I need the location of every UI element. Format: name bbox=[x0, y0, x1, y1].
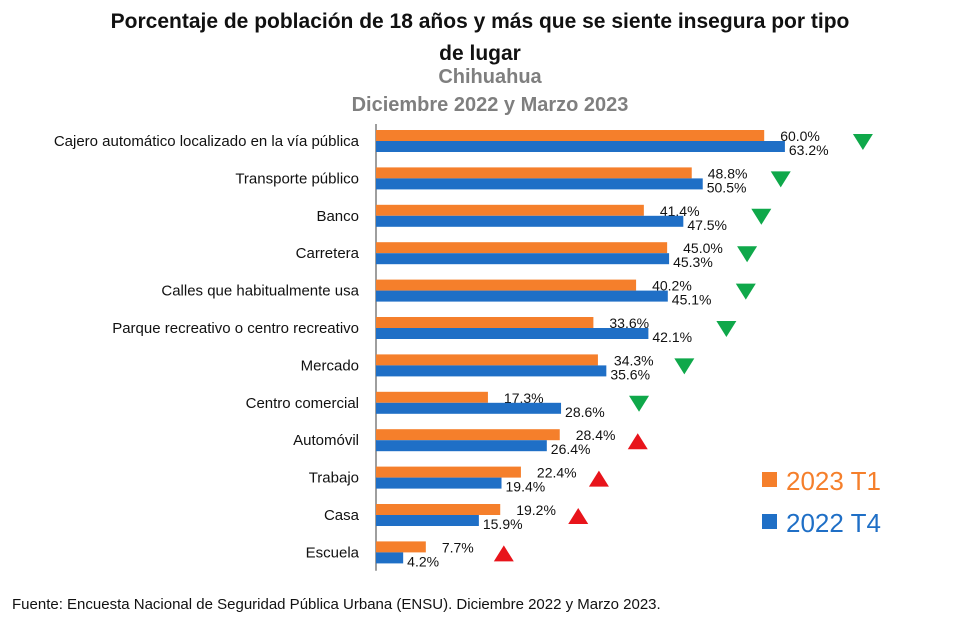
bar-2022-t4 bbox=[376, 141, 785, 152]
bar-2023-t1 bbox=[376, 541, 426, 553]
bar-2023-t1 bbox=[376, 279, 637, 291]
bar-2022-t4 bbox=[376, 290, 668, 302]
category-label: Centro comercial bbox=[246, 395, 359, 412]
data-label-2023-t1: 40.2% bbox=[652, 278, 692, 294]
category-label: Banco bbox=[316, 208, 359, 225]
data-label-2023-t1: 22.4% bbox=[537, 465, 577, 481]
bar-2023-t1 bbox=[376, 317, 594, 328]
bar-2022-t4 bbox=[376, 215, 684, 227]
data-label-2022-t4: 50.5% bbox=[707, 179, 747, 195]
bar-2023-t1 bbox=[376, 429, 560, 441]
decrease-triangle-icon bbox=[735, 283, 756, 300]
data-label-2023-t1: 33.6% bbox=[609, 315, 649, 331]
category-label: Transporte público bbox=[235, 170, 359, 187]
chart-subtitle-region: Chihuahua bbox=[438, 66, 542, 88]
bar-2023-t1 bbox=[376, 204, 644, 216]
data-label-2022-t4: 63.2% bbox=[789, 142, 829, 158]
category-label: Cajero automático localizado en la vía p… bbox=[54, 133, 360, 150]
data-label-2023-t1: 41.4% bbox=[660, 203, 700, 219]
bar-2022-t4 bbox=[376, 515, 479, 526]
data-label-2023-t1: 28.4% bbox=[576, 427, 616, 443]
decrease-triangle-icon bbox=[674, 358, 695, 375]
legend-swatch bbox=[762, 472, 777, 487]
bar-2022-t4 bbox=[376, 178, 703, 190]
bar-2023-t1 bbox=[376, 130, 765, 141]
increase-triangle-icon bbox=[588, 470, 609, 487]
decrease-triangle-icon bbox=[770, 171, 791, 188]
bar-2022-t4 bbox=[376, 552, 404, 564]
data-label-2022-t4: 45.1% bbox=[672, 292, 712, 308]
category-label: Automóvil bbox=[293, 432, 359, 449]
chart-title: Porcentaje de población de 18 años y más… bbox=[110, 10, 850, 65]
data-label-2023-t1: 45.0% bbox=[683, 240, 723, 256]
bar-2023-t1 bbox=[376, 504, 501, 515]
bar-2023-t1 bbox=[376, 354, 598, 366]
data-label-2022-t4: 42.1% bbox=[652, 329, 692, 345]
decrease-triangle-icon bbox=[716, 321, 737, 337]
legend-label: 2022 T4 bbox=[786, 508, 881, 538]
legend: 2023 T1 2022 T4 bbox=[762, 466, 881, 538]
chart-subtitle-period: Diciembre 2022 y Marzo 2023 bbox=[351, 94, 629, 116]
bar-2022-t4 bbox=[376, 328, 649, 339]
decrease-triangle-icon bbox=[737, 246, 758, 263]
bar-2022-t4 bbox=[376, 402, 562, 414]
data-label-2023-t1: 7.7% bbox=[442, 539, 474, 555]
data-label-2022-t4: 35.6% bbox=[610, 366, 650, 382]
increase-triangle-icon bbox=[568, 508, 589, 524]
increase-triangle-icon bbox=[627, 433, 648, 450]
data-label-2022-t4: 45.3% bbox=[673, 254, 713, 270]
category-label: Trabajo bbox=[309, 470, 359, 487]
category-label: Calles que habitualmente usa bbox=[161, 283, 359, 300]
category-label: Casa bbox=[324, 507, 360, 524]
data-label-2023-t1: 17.3% bbox=[504, 390, 544, 406]
data-label-2022-t4: 19.4% bbox=[506, 479, 546, 495]
data-label-2023-t1: 19.2% bbox=[516, 502, 556, 518]
data-label-2022-t4: 4.2% bbox=[407, 553, 439, 569]
category-label: Escuela bbox=[306, 544, 360, 561]
category-label: Carretera bbox=[296, 245, 360, 262]
source-footnote: Fuente: Encuesta Nacional de Seguridad P… bbox=[12, 596, 661, 613]
bar-2023-t1 bbox=[376, 167, 692, 179]
data-label-2022-t4: 15.9% bbox=[483, 516, 523, 532]
data-label-2022-t4: 47.5% bbox=[687, 217, 727, 233]
legend-swatch bbox=[762, 514, 777, 529]
decrease-triangle-icon bbox=[852, 134, 873, 150]
bar-2022-t4 bbox=[376, 440, 547, 452]
bar-2022-t4 bbox=[376, 477, 502, 489]
bar-2022-t4 bbox=[376, 365, 607, 377]
data-label-2023-t1: 60.0% bbox=[780, 128, 820, 144]
legend-label: 2023 T1 bbox=[786, 466, 881, 496]
bar-2023-t1 bbox=[376, 242, 668, 254]
data-label-2023-t1: 48.8% bbox=[708, 165, 748, 181]
category-label: Mercado bbox=[301, 357, 359, 374]
data-label-2023-t1: 34.3% bbox=[614, 352, 654, 368]
bar-2022-t4 bbox=[376, 253, 670, 265]
increase-triangle-icon bbox=[493, 545, 514, 562]
category-label: Parque recreativo o centro recreativo bbox=[112, 320, 359, 337]
decrease-triangle-icon bbox=[629, 395, 650, 412]
data-label-2022-t4: 26.4% bbox=[551, 441, 591, 457]
bar-2023-t1 bbox=[376, 391, 488, 403]
bar-2023-t1 bbox=[376, 466, 521, 478]
data-label-2022-t4: 28.6% bbox=[565, 404, 605, 420]
decrease-triangle-icon bbox=[751, 208, 772, 225]
